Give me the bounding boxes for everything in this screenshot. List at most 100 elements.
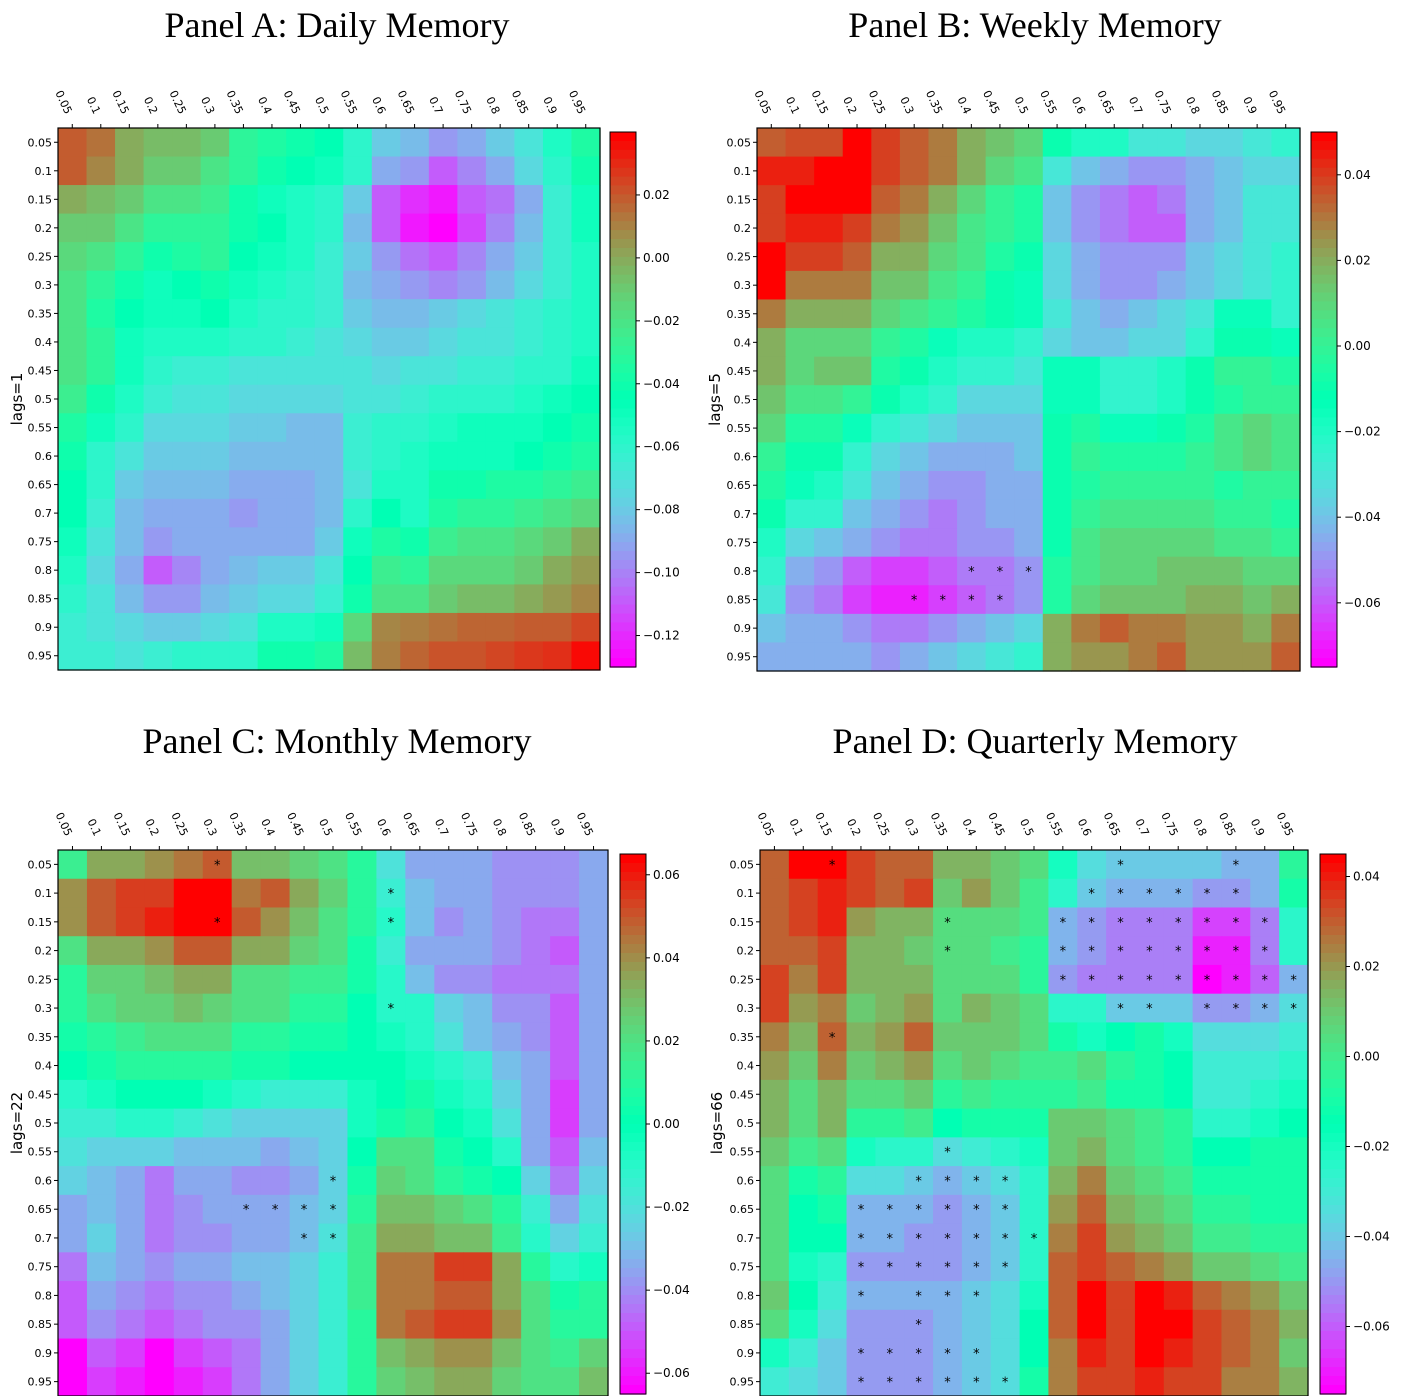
heatmap-cell <box>985 556 1015 586</box>
heatmap-cell <box>492 1194 522 1225</box>
heatmap-cell <box>314 441 344 471</box>
heatmap-cell <box>1077 1252 1107 1282</box>
heatmap-cell <box>1271 299 1301 329</box>
y-tick-label: 0.6 <box>737 1174 755 1187</box>
heatmap-cell <box>1242 528 1273 558</box>
heatmap-cell <box>1019 1223 1050 1253</box>
heatmap-cell <box>1099 328 1130 358</box>
heatmap-cell <box>871 299 901 329</box>
colorbar-tick-label: 0.02 <box>653 1034 680 1048</box>
significance-star: * <box>388 916 395 931</box>
heatmap-cell <box>144 1051 175 1081</box>
heatmap-cell <box>1271 328 1301 358</box>
heatmap-cell <box>1014 185 1044 215</box>
colorbar-segment <box>1311 221 1337 231</box>
heatmap-cell <box>571 128 601 158</box>
heatmap-cell <box>985 499 1015 529</box>
heatmap-cell <box>314 384 344 414</box>
heatmap-cell <box>788 1194 819 1225</box>
colorbar-segment <box>1311 212 1337 222</box>
heatmap-cell <box>1128 270 1158 301</box>
heatmap-cell <box>990 1252 1021 1282</box>
heatmap-cell <box>961 1281 992 1311</box>
x-tick-label: 0.1 <box>786 817 805 838</box>
heatmap-cell <box>1134 1194 1165 1225</box>
heatmap-cell <box>985 413 1015 443</box>
heatmap-cell <box>875 907 905 937</box>
colorbar-segment <box>1320 1124 1346 1134</box>
colorbar-segment <box>1311 658 1337 668</box>
heatmap-cell <box>86 1051 117 1081</box>
heatmap-cell <box>257 612 287 643</box>
heatmap-cell <box>400 299 430 329</box>
heatmap-cell <box>172 641 202 671</box>
heatmap-cell <box>1134 993 1165 1024</box>
heatmap-cell <box>1071 270 1101 301</box>
heatmap-cell <box>58 128 88 158</box>
heatmap-cell <box>428 498 458 528</box>
heatmap-cell <box>229 555 259 586</box>
x-tick-label: 0.35 <box>928 810 950 838</box>
heatmap-cell <box>463 1281 493 1311</box>
heatmap-cell <box>871 556 901 586</box>
heatmap-cell <box>115 907 146 937</box>
heatmap-cell <box>405 1309 435 1340</box>
heatmap-cell <box>571 441 601 471</box>
colorbar-tick-label: 0.04 <box>1344 168 1371 182</box>
heatmap-cell <box>760 878 790 909</box>
heatmap-cell <box>229 299 259 329</box>
heatmap-cell <box>115 1223 146 1253</box>
heatmap-cell <box>1071 613 1101 644</box>
heatmap-cell <box>521 1166 551 1196</box>
heatmap-cell <box>1214 385 1244 415</box>
heatmap-cell <box>400 384 430 414</box>
colorbar-segment <box>1311 479 1337 490</box>
heatmap-cell <box>788 1079 819 1110</box>
heatmap-cell <box>229 356 259 386</box>
colorbar-tick-label: 0.00 <box>653 1117 680 1131</box>
x-tick-label: 0.95 <box>566 88 588 116</box>
heatmap-cell <box>571 156 601 186</box>
x-tick-label: 0.5 <box>1017 817 1036 838</box>
heatmap-cell <box>86 128 116 158</box>
colorbar-segment <box>1320 863 1346 873</box>
heatmap-cell <box>1048 1309 1078 1340</box>
heatmap-cell <box>514 584 544 614</box>
heatmap-cell <box>1077 936 1107 966</box>
significance-star: * <box>1146 887 1153 902</box>
heatmap-cell <box>814 385 844 415</box>
heatmap-cell <box>1250 1108 1280 1138</box>
heatmap-cell <box>514 242 544 272</box>
colorbar-segment <box>1320 1223 1346 1233</box>
heatmap-cell <box>143 441 173 471</box>
heatmap-cell <box>1071 242 1101 272</box>
y-tick-label: 0.3 <box>734 279 752 292</box>
heatmap-cell <box>933 1367 963 1396</box>
significance-star: * <box>1117 858 1124 873</box>
heatmap-cell <box>760 1281 790 1311</box>
heatmap-cell <box>434 1194 464 1225</box>
colorbar-segment <box>620 1025 646 1035</box>
colorbar-tick-label: 0.04 <box>653 951 680 965</box>
heatmap-cell <box>347 1309 378 1340</box>
x-tick-label: 0.5 <box>316 817 335 838</box>
heatmap-cell <box>200 299 230 329</box>
heatmap-cell <box>928 299 958 329</box>
heatmap-cell <box>115 584 145 614</box>
colorbar: 0.040.020.00−0.02−0.04−0.06 <box>1310 131 1381 668</box>
heatmap-cell <box>58 641 88 671</box>
colorbar-segment <box>610 551 636 561</box>
heatmap-cell <box>1185 328 1215 358</box>
colorbar-segment <box>1320 971 1346 981</box>
heatmap-cell <box>514 498 544 528</box>
y-tick-label: 0.75 <box>730 1261 755 1274</box>
heatmap-cell <box>1214 528 1244 558</box>
heatmap-cell <box>260 936 291 966</box>
heatmap-cell <box>760 1367 790 1396</box>
heatmap-cell <box>376 1367 406 1396</box>
colorbar-segment <box>1311 167 1337 178</box>
heatmap-cell <box>788 1367 819 1396</box>
heatmap-cell <box>144 1367 175 1396</box>
heatmap-cell <box>1185 413 1215 443</box>
heatmap-cell <box>86 641 116 671</box>
